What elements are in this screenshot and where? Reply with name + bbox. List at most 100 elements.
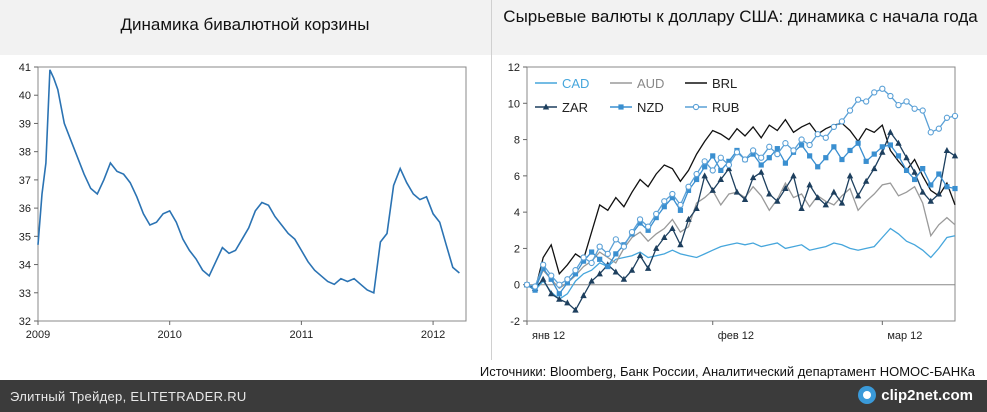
- nzd-point: [807, 153, 813, 159]
- zar-point: [620, 275, 628, 282]
- rub-point: [564, 276, 571, 283]
- nzd-point: [863, 158, 869, 164]
- nzd-point: [605, 263, 611, 270]
- zar-point: [580, 292, 587, 299]
- nzd-point: [871, 151, 877, 157]
- rub-point: [612, 236, 619, 243]
- rub-point: [863, 98, 870, 105]
- rub-point: [951, 112, 959, 120]
- rub-point: [749, 147, 757, 154]
- nzd-point: [548, 276, 554, 282]
- nzd-series-line: [526, 142, 956, 295]
- left-x-tick-label: 2010: [157, 329, 181, 341]
- cad-series-line: [526, 227, 956, 301]
- basket-series-line: [37, 69, 460, 294]
- nzd-point: [653, 214, 659, 221]
- nzd-point: [912, 176, 918, 183]
- nzd-point: [839, 156, 845, 163]
- right-y-tick-label: 12: [508, 62, 520, 74]
- rub-point: [596, 243, 603, 250]
- nzd-point: [903, 167, 910, 174]
- brl-series-line: [526, 118, 956, 292]
- rub-point: [669, 190, 676, 198]
- zar-point: [741, 195, 749, 202]
- right-y-tick-label: 4: [514, 207, 520, 219]
- footer-bar: Элитный Трейдер, ELITETRADER.RU clip2net…: [0, 380, 987, 412]
- nzd-point: [597, 256, 603, 262]
- left-chart-panel: Динамика бивалютной корзины 32 33 34 35 36 37…: [0, 0, 490, 360]
- zar-point: [879, 148, 886, 155]
- nzd-point: [920, 166, 926, 172]
- rub-point: [725, 161, 733, 169]
- nzd-point: [589, 249, 595, 255]
- nzd-point: [677, 207, 684, 213]
- rub-point: [580, 254, 587, 261]
- nzd-point: [718, 167, 724, 174]
- nzd-point: [750, 151, 756, 157]
- left-y-tick-label: 36: [19, 203, 31, 215]
- right-chart-panel: Сырьевые валюты к доллару США: динамика …: [494, 0, 987, 360]
- rub-point: [782, 140, 789, 147]
- zar-point: [806, 181, 813, 188]
- rub-point: [523, 281, 531, 288]
- zar-point: [685, 215, 692, 222]
- zar-point: [653, 244, 660, 251]
- zar-point: [814, 194, 821, 201]
- zar-point: [564, 299, 571, 306]
- nzd-point: [726, 158, 732, 164]
- zar-point: [774, 197, 781, 204]
- nzd-point: [936, 171, 942, 177]
- rub-point: [774, 150, 781, 158]
- right-chart-svg: -2 0 2 4 6 8 10 12 янв 12 фев 12 мар 12 CAD AUD BRL ZA…: [508, 62, 959, 342]
- right-y-tick-label: 2: [514, 243, 520, 255]
- left-plot-frame: [37, 66, 467, 322]
- zar-point: [628, 266, 636, 273]
- rub-point: [766, 143, 773, 150]
- left-x-tick-label: 2011: [290, 329, 314, 341]
- zar-point: [838, 199, 846, 206]
- legend-marker-nzd: [618, 104, 624, 110]
- legend-marker-rub: [692, 103, 700, 111]
- rub-point: [733, 149, 741, 156]
- rub-point: [693, 170, 700, 178]
- zar-point: [935, 190, 943, 197]
- nzd-point: [887, 142, 893, 148]
- zar-point: [749, 174, 757, 181]
- zar-point: [822, 201, 829, 208]
- nzd-point: [823, 155, 829, 161]
- rub-point: [758, 154, 765, 161]
- zar-point: [669, 224, 676, 231]
- clip2net-watermark: clip2net.com: [858, 386, 973, 404]
- rub-point: [741, 156, 749, 163]
- zar-point: [862, 177, 870, 184]
- rub-point: [531, 283, 539, 290]
- left-y-tick-label: 37: [19, 175, 31, 187]
- rub-point: [838, 118, 846, 125]
- zar-point: [846, 172, 854, 179]
- left-y-tick-label: 33: [19, 288, 31, 300]
- zar-point: [636, 252, 644, 259]
- zar-point: [644, 264, 652, 271]
- legend-label-rub: RUB: [712, 100, 739, 115]
- rub-point: [919, 107, 926, 114]
- nzd-point: [952, 185, 958, 192]
- rub-point: [903, 98, 910, 105]
- legend-label-brl: BRL: [712, 76, 737, 91]
- nzd-point: [895, 153, 902, 159]
- left-x-tick-label: 2009: [26, 329, 50, 341]
- rub-point: [822, 134, 829, 141]
- rub-point: [661, 198, 668, 205]
- nzd-point: [879, 144, 885, 150]
- rub-point: [943, 114, 951, 121]
- nzd-point: [645, 227, 651, 233]
- zar-point: [919, 188, 926, 195]
- zar-point: [903, 154, 910, 161]
- rub-point: [540, 261, 547, 268]
- rub-point: [653, 210, 660, 218]
- nzd-point: [944, 184, 950, 190]
- nzd-point: [580, 258, 587, 264]
- left-y-tick-label: 39: [19, 118, 31, 130]
- zar-point: [612, 268, 620, 275]
- left-y-tick-label: 32: [19, 316, 31, 328]
- zar-point: [757, 168, 765, 175]
